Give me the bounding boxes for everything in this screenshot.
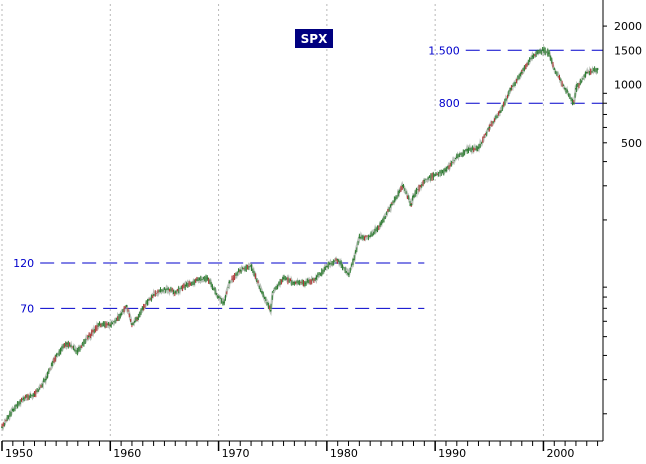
data-point [76, 350, 79, 353]
data-point [55, 354, 57, 357]
data-point [131, 323, 133, 325]
data-point [548, 52, 550, 55]
y-tick-label-2000: 2000 [614, 20, 642, 33]
price-series [0, 46, 599, 432]
grid-lines [1, 4, 544, 438]
data-point [315, 277, 317, 280]
data-point [282, 277, 285, 280]
data-point [488, 126, 491, 129]
data-point [22, 397, 25, 400]
data-point [109, 324, 112, 327]
data-point [326, 265, 328, 268]
data-point [271, 291, 274, 293]
data-point [206, 277, 209, 280]
data-point [228, 281, 231, 284]
data-point [510, 87, 512, 90]
chart-title-text: SPX [301, 32, 328, 46]
data-point [347, 273, 350, 276]
x-tick-label-2000: 2000 [546, 447, 574, 460]
data-point [250, 264, 253, 267]
data-point [445, 169, 447, 172]
data-point [152, 294, 155, 296]
data-point [98, 323, 101, 325]
data-point [585, 71, 588, 74]
data-point [269, 309, 272, 312]
y-tick-label-500: 500 [621, 137, 642, 150]
data-point [434, 174, 437, 177]
data-point [531, 55, 534, 57]
data-point [163, 288, 166, 290]
data-point [66, 342, 68, 345]
data-point [336, 258, 339, 261]
reference-label-800: 800 [439, 97, 460, 110]
data-point [575, 87, 577, 90]
y-tick-label-1000: 1000 [614, 78, 642, 91]
data-point [390, 203, 393, 206]
data-point [369, 235, 372, 238]
data-point [304, 282, 307, 285]
data-point [185, 284, 188, 287]
data-point [136, 317, 139, 320]
data-point [293, 281, 296, 284]
reference-label-120: 120 [13, 257, 34, 270]
data-point [33, 394, 36, 396]
data-point [412, 195, 415, 198]
data-point [174, 291, 177, 293]
data-point [261, 291, 263, 293]
reference-lines: 1.500 800 120 70 [13, 44, 603, 315]
data-point [596, 68, 599, 70]
data-point [423, 179, 426, 182]
data-point [410, 203, 413, 206]
data-point [564, 87, 566, 90]
reference-label-70: 70 [20, 302, 34, 315]
data-point [466, 148, 469, 151]
reference-label-1.500: 1.500 [428, 44, 460, 57]
data-point [572, 102, 575, 105]
x-tick-label-1990: 1990 [438, 447, 466, 460]
data-point [217, 296, 220, 298]
y-tick-label-1500: 1500 [614, 44, 642, 57]
data-point [87, 335, 90, 338]
data-point [542, 49, 545, 52]
data-point [11, 408, 14, 411]
data-point [223, 301, 225, 304]
data-point [141, 307, 144, 310]
data-point [553, 68, 556, 70]
chart-title: SPX [295, 29, 333, 48]
x-tick-label-1980: 1980 [330, 447, 358, 460]
data-point [239, 269, 242, 272]
data-point [1, 426, 3, 429]
x-tick-label-1970: 1970 [222, 447, 250, 460]
data-point [380, 223, 382, 226]
x-tick-label-1960: 1960 [113, 447, 141, 460]
data-point [499, 111, 501, 113]
data-point [401, 184, 404, 187]
data-point [44, 378, 47, 381]
data-point [196, 279, 198, 281]
data-point [358, 236, 361, 239]
data-point [455, 156, 458, 159]
data-point [353, 258, 355, 261]
data-point [125, 305, 128, 307]
chart-title-badge [295, 29, 333, 48]
data-point [520, 71, 523, 74]
x-tick-label-1950: 1950 [5, 447, 33, 460]
data-point [120, 313, 122, 316]
data-point [477, 147, 480, 149]
